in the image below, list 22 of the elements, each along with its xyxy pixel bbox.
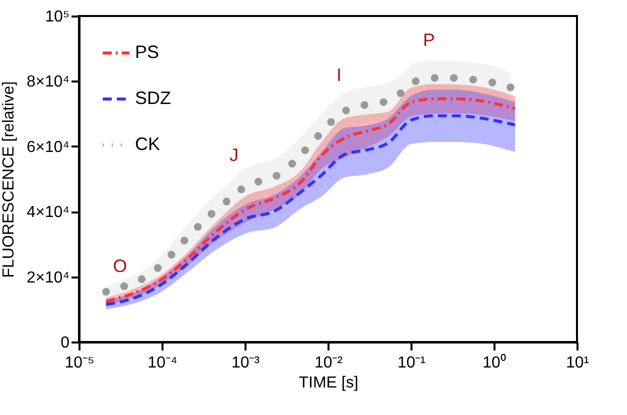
x-tick-label: 10⁰	[482, 354, 506, 372]
annotation: P	[422, 30, 436, 50]
x-tick-label: 10⁻¹	[397, 354, 426, 372]
y-tick-label: 0	[60, 334, 70, 352]
annotation: I	[336, 65, 342, 85]
y-axis-title: FLUORESCENCE [relative]	[0, 81, 18, 278]
y-tick-label: 10⁵	[45, 8, 70, 26]
annotation: J	[230, 145, 238, 165]
y-tick-label: 2×10⁴	[26, 269, 70, 286]
legend-label: PS	[135, 42, 160, 62]
x-tick-label: 10⁻⁴	[148, 354, 178, 372]
legend-label: CK	[135, 134, 160, 154]
annotation: O	[112, 256, 128, 276]
y-tick-label: 8×10⁴	[26, 74, 70, 91]
y-tick-label: 6×10⁴	[26, 138, 70, 156]
x-axis-title: TIME [s]	[298, 374, 358, 392]
y-tick-label: 4×10⁴	[26, 204, 70, 222]
x-tick-label: 10⁻²	[314, 354, 344, 372]
x-tick-label: 10⁻⁵	[64, 354, 94, 372]
legend-label: SDZ	[135, 88, 172, 108]
x-tick-label: 10⁻³	[231, 354, 260, 372]
x-tick-label: 10¹	[566, 354, 590, 372]
